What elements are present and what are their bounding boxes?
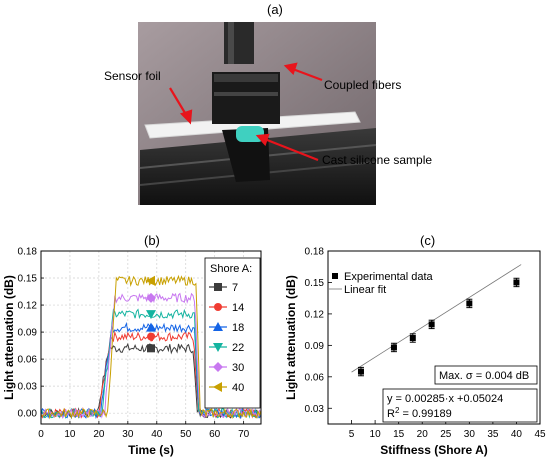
x-tick-label: 25: [440, 429, 452, 440]
y-tick-label: 0.12: [305, 309, 325, 320]
marker-shore-18: [146, 322, 156, 332]
data-point: [513, 279, 520, 286]
marker-shore-22: [146, 310, 156, 320]
marker-shore-7: [147, 344, 155, 353]
r2-sup: 2: [395, 406, 400, 415]
legend-title: Shore A:: [210, 263, 252, 275]
legend-marker-18: [213, 322, 223, 331]
label-cast-sample: Cast silicone sample: [322, 153, 432, 167]
arrow-fibers: [289, 66, 323, 82]
y-tick-label: 0.06: [305, 372, 325, 383]
legend-entry-experimental: Experimental data: [344, 271, 434, 283]
r2-prefix: R: [387, 408, 395, 420]
y-tick-label: 0.12: [18, 301, 38, 312]
arrow-sample: [261, 136, 319, 162]
legend-marker-experimental: [332, 273, 338, 279]
sensor-foil: [144, 111, 361, 139]
legend-marker-40: [213, 382, 222, 392]
legend-entry: 40: [232, 382, 244, 394]
sigma-box: [434, 365, 538, 385]
panel-label-a: (a): [267, 2, 283, 17]
y-tick-label: 0.03: [305, 404, 325, 415]
legend-marker-22: [213, 343, 223, 352]
equation-box: [382, 388, 538, 423]
x-tick-label: 0: [38, 429, 44, 440]
x-tick-label: 10: [370, 429, 382, 440]
y-tick-label: 0.18: [305, 247, 325, 258]
data-point: [428, 321, 435, 328]
legend-marker-30: [213, 362, 223, 372]
x-tick-label: 10: [64, 429, 76, 440]
x-tick-label: 45: [534, 429, 546, 440]
data-point: [409, 335, 416, 342]
legend-entry: 22: [232, 342, 244, 354]
legend-entry: 18: [232, 322, 244, 334]
legend-entry: 14: [232, 302, 244, 314]
y-tick-label: 0.00: [18, 409, 38, 420]
legend-marker-14: [214, 303, 222, 311]
fit-line: [351, 264, 522, 373]
legend-marker-7: [214, 283, 222, 291]
x-tick-label: 40: [511, 429, 523, 440]
fit-equation: y = 0.00285·x +0.05024: [387, 393, 503, 405]
label-coupled-fibers: Coupled fibers: [324, 78, 401, 92]
label-sensor-foil: Sensor foil: [104, 69, 161, 83]
y-tick-label: 0.03: [18, 382, 38, 393]
x-tick-label: 50: [180, 429, 192, 440]
y-tick-label: 0.15: [305, 278, 325, 289]
y-tick-label: 0.15: [18, 274, 38, 285]
panel-label-c: (c): [420, 233, 436, 248]
legend-entry-fit: Linear fit: [344, 284, 386, 296]
x-axis-label: Stiffness (Shore A): [380, 443, 488, 457]
legend-entry: 30: [232, 362, 244, 374]
y-tick-label: 0.09: [18, 328, 38, 339]
marker-shore-30: [146, 292, 156, 303]
marker-shore-14: [147, 332, 155, 341]
r2-value: = 0.99189: [399, 408, 451, 420]
fit-r-squared: R2 = 0.99189: [387, 406, 452, 420]
data-point: [390, 344, 397, 351]
x-tick-label: 60: [209, 429, 221, 440]
x-tick-label: 30: [464, 429, 476, 440]
marker-shore-40: [146, 275, 155, 286]
setup-photo: Sensor foil Coupled fibers Cast silicone…: [104, 22, 432, 205]
plot-frame: [40, 250, 262, 425]
x-axis-label: Time (s): [128, 443, 174, 457]
x-tick-label: 15: [393, 429, 405, 440]
silicone-sample: [236, 126, 264, 142]
y-tick-label: 0.09: [305, 341, 325, 352]
y-axis-label: Light attenuation (dB): [284, 275, 298, 400]
x-tick-label: 40: [151, 429, 163, 440]
plot-frame: [327, 250, 541, 425]
x-tick-label: 20: [93, 429, 105, 440]
sigma-label: Max. σ = 0.004 dB: [439, 370, 529, 382]
x-tick-label: 35: [487, 429, 499, 440]
x-tick-label: 5: [349, 429, 355, 440]
data-point: [466, 300, 473, 307]
y-tick-label: 0.06: [18, 355, 38, 366]
x-tick-label: 30: [122, 429, 134, 440]
y-axis-label: Light attenuation (dB): [2, 275, 16, 400]
panel-label-b: (b): [144, 233, 160, 248]
x-tick-label: 20: [417, 429, 429, 440]
y-tick-label: 0.18: [18, 247, 38, 258]
legend-entry: 7: [232, 282, 238, 294]
x-tick-label: 70: [238, 429, 250, 440]
data-point: [357, 368, 364, 375]
